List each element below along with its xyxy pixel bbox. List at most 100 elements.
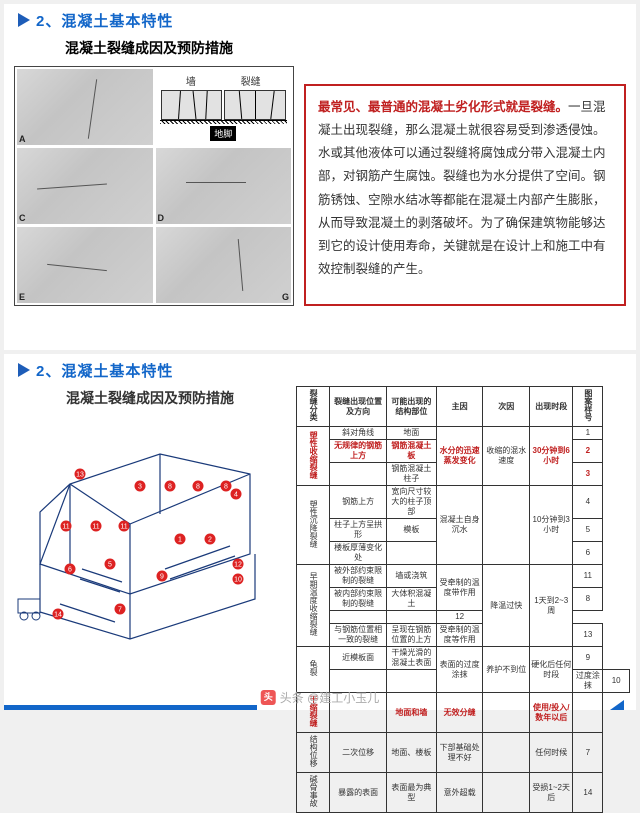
isometric-diagram: 13 3 8 8 8 11 11 11 5 6 1 2 4 12 [10,414,288,644]
watermark-logo-icon: 头 [261,690,276,705]
table-row: 12 [297,611,630,624]
svg-text:3: 3 [138,484,142,491]
td: 碱骨事故 [297,773,330,813]
td: 受损1~2天后 [530,773,573,813]
td: 与钢筋位置相一致的裂缝 [330,624,387,647]
td: 干燥光滑的混凝土表面 [386,647,436,670]
triangle-icon [18,13,30,27]
table-column: 裂缝分类 裂缝出现位置及方向 可能出现的结构部位 主因 次因 出现时段 图案样号… [296,386,630,813]
svg-text:2: 2 [208,537,212,544]
diagram-crack-label: 裂缝 [241,73,261,88]
table-row: 与钢筋位置相一致的裂缝呈现在钢筋位置的上方受牵制的温度等作用13 [297,624,630,647]
body-text: 一旦混凝土出现裂缝，那么混凝土就很容易受到渗透侵蚀。水或其他液体可以通过裂缝将腐… [318,100,606,276]
td: 宽向尺寸较大的柱子顶部 [386,486,436,519]
slide-subtitle: 混凝土裂缝成因及预防措施 [4,38,294,58]
td: 10分钟到3小时 [530,486,573,565]
td: 钢筋混凝土柱子 [386,463,436,486]
td: 10 [603,670,630,693]
photo-cell: C [17,148,153,224]
th: 次因 [483,387,530,427]
diagram-footing-label: 地脚 [210,126,236,141]
table-row: 塑性沉降裂缝钢筋上方宽向尺寸较大的柱子顶部混凝土自身沉水10分钟到3小时4 [297,486,630,519]
td: 7 [573,733,603,773]
table-row: 碱骨事故暴露的表面表面最为典型意外超载受损1~2天后14 [297,773,630,813]
table-body: 塑性收缩裂缝斜对角线地面水分的迅速蒸发变化收缩的混水速度30分钟到6小时1无规律… [297,427,630,813]
diagram-wall-label: 墙 [186,73,196,88]
td: 楼板厚薄变化处 [330,542,387,565]
section-number: 2、 [36,360,61,381]
td [330,611,387,624]
content-row-2: 混凝土裂缝成因及预防措施 [4,386,636,813]
td: 被外部约束限制的裂缝 [330,565,387,588]
svg-text:11: 11 [92,524,99,531]
svg-text:11: 11 [62,524,69,531]
svg-text:5: 5 [108,562,112,569]
svg-text:8: 8 [168,484,172,491]
td: 地面和墙 [386,693,436,733]
svg-text:14: 14 [54,612,62,619]
td: 暴露的表面 [330,773,387,813]
svg-text:6: 6 [68,567,72,574]
td: 3 [573,463,603,486]
td [573,693,603,733]
td: 养护不到位 [483,647,530,693]
slide-2: 2、 混凝土基本特性 混凝土裂缝成因及预防措施 [4,354,636,710]
td: 被内部约束限制的裂缝 [330,588,387,611]
td: 呈现在钢筋位置的上方 [386,624,436,647]
td [483,486,530,565]
triangle-icon [18,363,30,377]
td: 8 [573,588,603,611]
crack-photo-grid: A 墙 裂缝 地脚 C [14,66,294,306]
table-row: 早期温度收缩裂缝被外部约束限制的裂缝墙或浇筑受牵制的温度带作用降温过快1天到2~… [297,565,630,588]
svg-text:4: 4 [234,492,238,499]
td: 无规律的钢筋上方 [330,440,387,463]
td: 二次位移 [330,733,387,773]
td: 9 [573,647,603,670]
lead-text: 最常见、最普通的混凝土劣化形式就是裂缝。 [318,100,568,114]
td: 13 [573,624,603,647]
section-title: 混凝土基本特性 [61,360,173,381]
table-row: 结构位移二次位移地面、楼板下部基础处理不好任何时候7 [297,733,630,773]
svg-text:1: 1 [178,537,182,544]
td: 1 [573,427,603,440]
td: 钢筋上方 [330,486,387,519]
svg-text:8: 8 [196,484,200,491]
td: 塑性沉降裂缝 [297,486,330,565]
td: 使用/投入/数年以后 [530,693,573,733]
svg-text:12: 12 [234,562,242,569]
td: 降温过快 [483,565,530,647]
td: 模板 [386,519,436,542]
th: 主因 [436,387,483,427]
section-header: 2、 混凝土基本特性 [4,354,636,386]
svg-text:9: 9 [160,574,164,581]
td: 下部基础处理不好 [436,733,483,773]
td: 1天到2~3周 [530,565,573,647]
td [386,542,436,565]
isometric-column: 混凝土裂缝成因及预防措施 [10,386,290,813]
td: 5 [573,519,603,542]
td: 收缩的混水速度 [483,427,530,486]
svg-text:8: 8 [224,484,228,491]
td: 表面最为典型 [386,773,436,813]
td: 钢筋混凝土板 [386,440,436,463]
td: 受牵制的温度带作用 [436,565,483,611]
section-number: 2、 [36,10,61,31]
td [386,670,436,693]
td: 墙或浇筑 [386,565,436,588]
td: 地面 [386,427,436,440]
th: 图案样号 [573,387,603,427]
td: 大体积混凝土 [386,588,436,611]
th: 可能出现的结构部位 [386,387,436,427]
th: 裂缝出现位置及方向 [330,387,387,427]
td: 混凝土自身沉水 [436,486,483,565]
td [483,773,530,813]
td: 水分的迅速蒸发变化 [436,427,483,486]
photo-cell: D [156,148,292,224]
td: 过度涂抹 [573,670,603,693]
td [386,611,436,624]
td: 无效分缝 [436,693,483,733]
photo-cell: A [17,69,153,145]
td: 近模板面 [330,647,387,670]
photo-label: D [158,213,165,223]
svg-text:11: 11 [120,524,127,531]
